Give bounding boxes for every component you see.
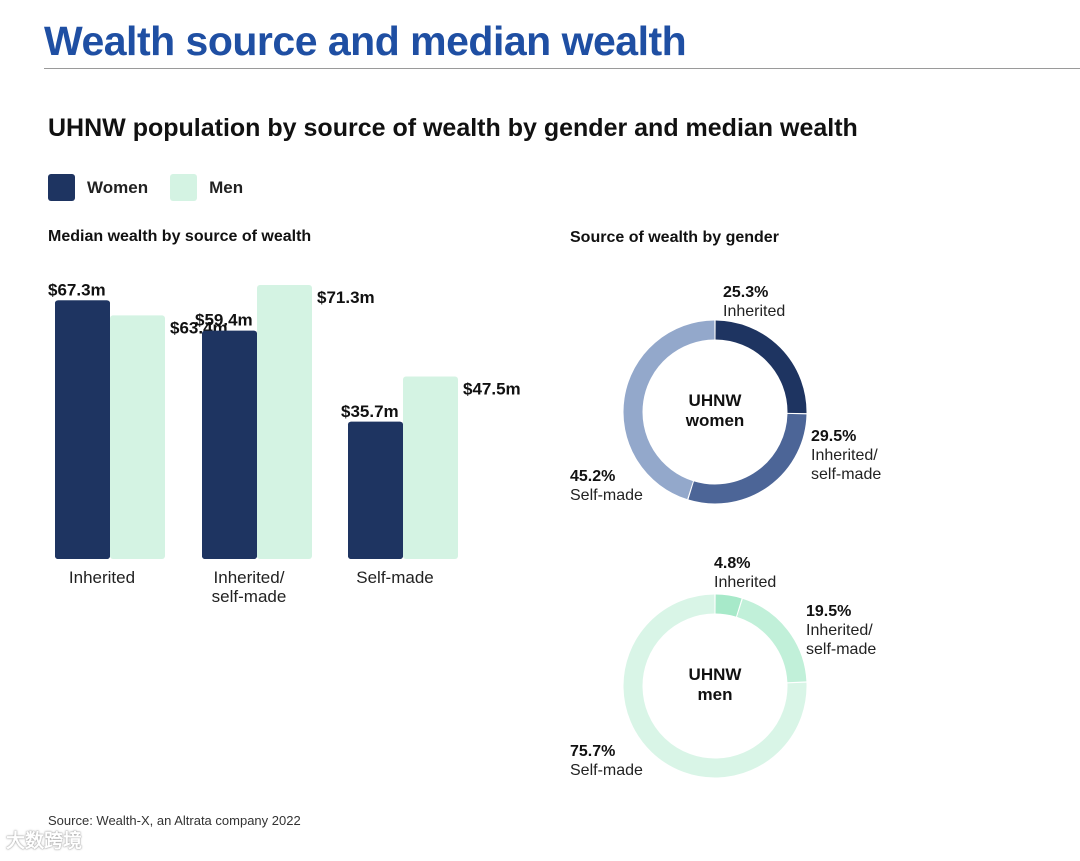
legend-label-men: Men: [209, 177, 244, 197]
watermark: 大数跨境: [6, 831, 83, 852]
slice-value-women-inherited-self-made: 29.5%: [811, 428, 856, 445]
category-label-self-made: Self-made: [356, 568, 433, 587]
page-title: Wealth source and median wealth: [44, 18, 687, 64]
source-note: Source: Wealth-X, an Altrata company 202…: [48, 813, 301, 828]
donut-slice-women-inherited: [715, 320, 807, 414]
bar-men-inherited: [110, 315, 165, 559]
category-label-inherited: Inherited: [69, 568, 135, 587]
slice-value-men-inherited-self-made: 19.5%: [806, 603, 851, 620]
bar-men-self-made: [403, 376, 458, 559]
slice-label-men-self-made: Self-made: [570, 762, 643, 779]
bar-men-inherited-self-made: [257, 285, 312, 559]
chart-subtitle: UHNW population by source of wealth by g…: [48, 114, 858, 142]
donut-chart-title: Source of wealth by gender: [570, 229, 779, 246]
donut-slice-women-self-made: [623, 320, 715, 500]
donut-center-label-women-0: UHNW: [689, 391, 743, 410]
value-label-men-self-made: $47.5m: [463, 379, 521, 398]
bar-women-front-inherited-self-made: [202, 330, 257, 559]
legend-label-women: Women: [87, 177, 149, 197]
bar-women-front-self-made: [348, 421, 403, 559]
donut-slice-men-inherited-self-made: [736, 598, 807, 683]
slice-label-women-inherited-self-made: Inherited/self-made: [811, 447, 881, 483]
value-label-women-inherited-self-made: $59.4m: [195, 311, 253, 330]
legend-item-men: Men: [170, 174, 243, 201]
legend-swatch-women: [48, 174, 75, 201]
donut-slice-women-inherited-self-made: [688, 413, 807, 504]
slice-label-women-self-made: Self-made: [570, 487, 643, 504]
value-label-men-inherited-self-made: $71.3m: [317, 288, 375, 307]
donut-center-label-women-1: women: [685, 411, 745, 430]
legend: Women Men: [48, 174, 265, 201]
donut-center-label-men-1: men: [698, 685, 733, 704]
bar-women-front-inherited: [55, 300, 110, 559]
value-label-women-inherited: $67.3m: [48, 280, 106, 299]
slice-label-men-inherited: Inherited: [714, 574, 776, 591]
slice-value-men-inherited: 4.8%: [714, 555, 750, 572]
donut-slice-men-self-made: [623, 594, 807, 778]
legend-item-women: Women: [48, 174, 148, 201]
legend-swatch-men: [170, 174, 198, 201]
slice-value-women-self-made: 45.2%: [570, 468, 615, 485]
value-label-women-self-made: $35.7m: [341, 402, 399, 421]
slice-value-women-inherited: 25.3%: [723, 284, 768, 301]
slice-value-men-self-made: 75.7%: [570, 743, 615, 760]
slice-label-men-inherited-self-made: Inherited/self-made: [806, 622, 876, 658]
bar-chart-title: Median wealth by source of wealth: [48, 228, 312, 245]
title-divider: [44, 68, 1080, 69]
donut-center-label-men-0: UHNW: [689, 665, 743, 684]
category-label-inherited-self-made: Inherited/self-made: [212, 568, 287, 606]
slice-label-women-inherited: Inherited: [723, 303, 785, 320]
donut-slice-men-inherited: [715, 594, 742, 617]
